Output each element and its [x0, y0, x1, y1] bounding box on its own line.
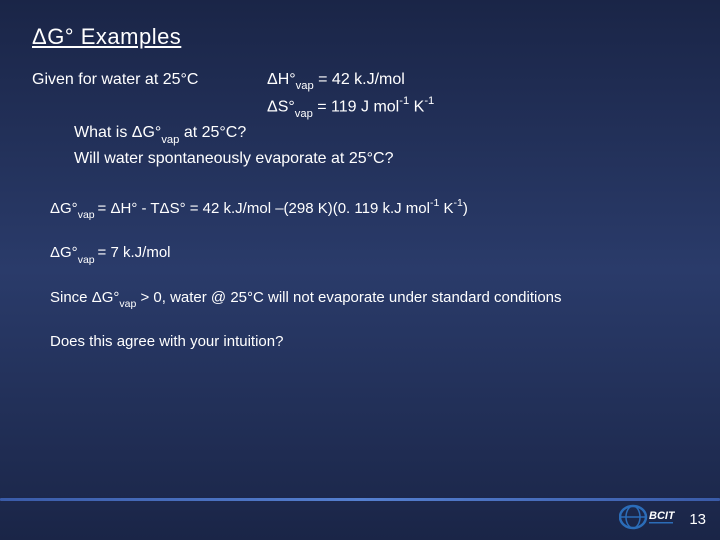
slide-content: ΔG° Examples Given for water at 25°C ΔH°… — [0, 0, 720, 352]
dS-K: K — [409, 98, 424, 115]
solution-line-4: Does this agree with your intuition? — [50, 332, 688, 352]
s1sub: vap — [78, 209, 98, 221]
svg-text:BCIT: BCIT — [649, 510, 675, 522]
q1c: at 25°C? — [179, 124, 246, 141]
solution-line-1: ΔG°vap = ΔH° - TΔS° = 42 k.J/mol –(298 K… — [50, 197, 688, 221]
given-dS: ΔS°vap = 119 J mol-1 K-1 — [267, 94, 688, 121]
s1e1: -1 — [430, 197, 439, 209]
s1d: ) — [463, 200, 468, 217]
given-intro: Given for water at 25°C — [32, 68, 267, 94]
page-number: 13 — [689, 511, 706, 528]
s2sub: vap — [78, 254, 98, 266]
s3b: > 0, water @ 25°C will not evaporate und… — [136, 289, 561, 306]
s2a: ΔG° — [50, 244, 78, 261]
dS-exp1: -1 — [399, 95, 409, 107]
question-2: Will water spontaneously evaporate at 25… — [74, 147, 688, 171]
given-row-1: Given for water at 25°C ΔH°vap = 42 k.J/… — [32, 68, 688, 94]
s2b: = 7 k.J/mol — [98, 244, 171, 261]
s3sub: vap — [119, 298, 136, 310]
slide-title: ΔG° Examples — [32, 24, 688, 50]
q1a: What is ΔG° — [74, 124, 161, 141]
s1a: ΔG° — [50, 200, 78, 217]
s1c: K — [439, 200, 453, 217]
dS-exp2: -1 — [424, 95, 434, 107]
s3a: Since ΔG° — [50, 289, 119, 306]
bcit-logo-icon: BCIT — [619, 503, 675, 531]
solution-line-2: ΔG°vap = 7 k.J/mol — [50, 243, 688, 265]
given-dH: ΔH°vap = 42 k.J/mol — [267, 68, 688, 94]
dS-eq: = 119 J mol — [313, 98, 399, 115]
solution-line-3: Since ΔG°vap > 0, water @ 25°C will not … — [50, 288, 688, 310]
s1b: = ΔH° - TΔS° = 42 k.J/mol –(298 K)(0. 11… — [98, 200, 430, 217]
bcit-logo: BCIT — [619, 503, 675, 536]
dS-sub: vap — [295, 108, 313, 120]
given-block: Given for water at 25°C ΔH°vap = 42 k.J/… — [32, 68, 688, 171]
dH-sub: vap — [296, 80, 314, 92]
footer-divider — [0, 498, 720, 501]
solution-block: ΔG°vap = ΔH° - TΔS° = 42 k.J/mol –(298 K… — [50, 197, 688, 352]
given-row-2: ΔS°vap = 119 J mol-1 K-1 — [32, 94, 688, 121]
dH-label: ΔH° — [267, 71, 296, 88]
s1e2: -1 — [454, 197, 463, 209]
footer: BCIT 13 — [0, 498, 720, 540]
question-1: What is ΔG°vap at 25°C? — [74, 121, 688, 147]
dS-label: ΔS° — [267, 98, 295, 115]
dH-eq: = 42 k.J/mol — [314, 71, 405, 88]
q1b: vap — [161, 134, 179, 146]
